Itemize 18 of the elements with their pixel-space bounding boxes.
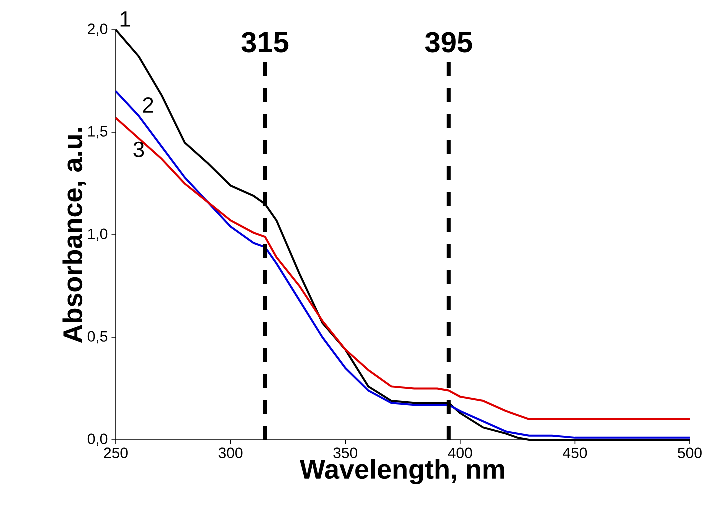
ref-line-label: 395: [425, 32, 472, 53]
y-tick-label: 1,0: [88, 228, 108, 242]
y-tick-label: 0,0: [88, 434, 108, 446]
series-label: 3: [134, 142, 144, 158]
y-axis-title: Absorbance, a.u.: [62, 128, 86, 344]
x-tick-label: 250: [104, 448, 128, 458]
x-tick-label: 450: [563, 448, 588, 458]
series-label: 1: [120, 12, 130, 27]
ref-line-label: 315: [242, 32, 289, 53]
y-tick-label: 0,5: [88, 331, 108, 344]
x-axis-title: Wavelength, nm: [300, 459, 504, 485]
x-tick-label: 350: [334, 448, 358, 458]
x-tick-label: 500: [678, 448, 702, 458]
y-tick-label: 1,5: [88, 126, 108, 139]
y-tick-label: 2,0: [88, 24, 108, 36]
x-tick-label: 300: [218, 448, 243, 458]
series-label: 2: [143, 98, 154, 113]
x-tick-label: 400: [448, 448, 472, 458]
